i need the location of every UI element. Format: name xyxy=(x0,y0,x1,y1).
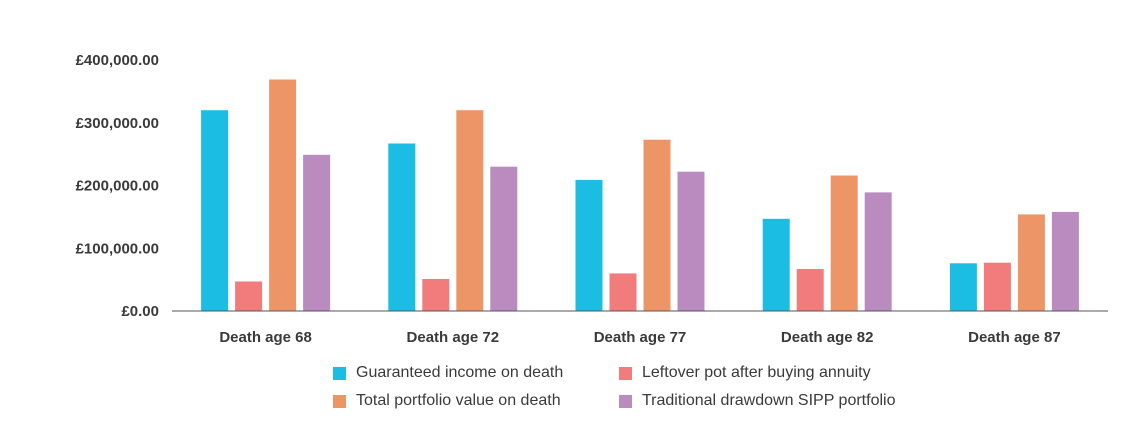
bar xyxy=(456,110,484,311)
legend-label: Traditional drawdown SIPP portfolio xyxy=(642,392,896,409)
bar-series xyxy=(201,79,1079,311)
bar xyxy=(388,143,416,311)
y-axis-ticks: £0.00 £100,000.00 £200,000.00 £300,000.00 £4… xyxy=(76,52,159,320)
bar xyxy=(422,279,450,311)
legend-item-guaranteed-income: Guaranteed income on death xyxy=(333,364,563,382)
bar xyxy=(1017,214,1045,311)
legend-item-total-portfolio: Total portfolio value on death xyxy=(333,392,561,410)
bar xyxy=(762,218,790,311)
bar xyxy=(864,192,892,311)
y-tick-label: £0.00 xyxy=(121,303,159,320)
bar xyxy=(830,175,858,311)
x-axis-labels: Death age 68 Death age 72 Death age 77 Deat… xyxy=(219,329,1060,346)
bar xyxy=(201,110,229,311)
y-tick-label: £400,000.00 xyxy=(76,52,159,69)
bar xyxy=(1051,211,1079,311)
x-tick-label: Death age 77 xyxy=(594,329,687,346)
legend-swatch xyxy=(333,394,346,408)
bar xyxy=(796,269,824,311)
x-tick-label: Death age 82 xyxy=(781,329,874,346)
bar xyxy=(949,263,977,311)
bar xyxy=(269,79,297,311)
legend-item-drawdown-sipp: Traditional drawdown SIPP portfolio xyxy=(619,392,895,410)
bar xyxy=(235,281,263,311)
bar xyxy=(490,166,518,311)
legend-swatch xyxy=(619,394,632,408)
legend-item-leftover-pot: Leftover pot after buying annuity xyxy=(619,364,871,382)
legend-swatch xyxy=(333,366,346,380)
bar xyxy=(609,273,637,311)
y-tick-label: £200,000.00 xyxy=(76,178,159,195)
y-tick-label: £100,000.00 xyxy=(76,240,159,257)
bar xyxy=(643,139,671,311)
bar xyxy=(303,154,331,311)
legend-label: Guaranteed income on death xyxy=(356,364,564,381)
x-tick-label: Death age 87 xyxy=(968,329,1061,346)
y-tick-label: £300,000.00 xyxy=(76,115,159,132)
legend-label: Leftover pot after buying annuity xyxy=(642,364,871,381)
x-tick-label: Death age 72 xyxy=(407,329,500,346)
bar xyxy=(983,262,1011,311)
legend-swatch xyxy=(619,366,632,380)
x-tick-label: Death age 68 xyxy=(219,329,312,346)
bar xyxy=(677,171,705,311)
bar xyxy=(575,179,603,311)
legend-label: Total portfolio value on death xyxy=(356,392,561,409)
